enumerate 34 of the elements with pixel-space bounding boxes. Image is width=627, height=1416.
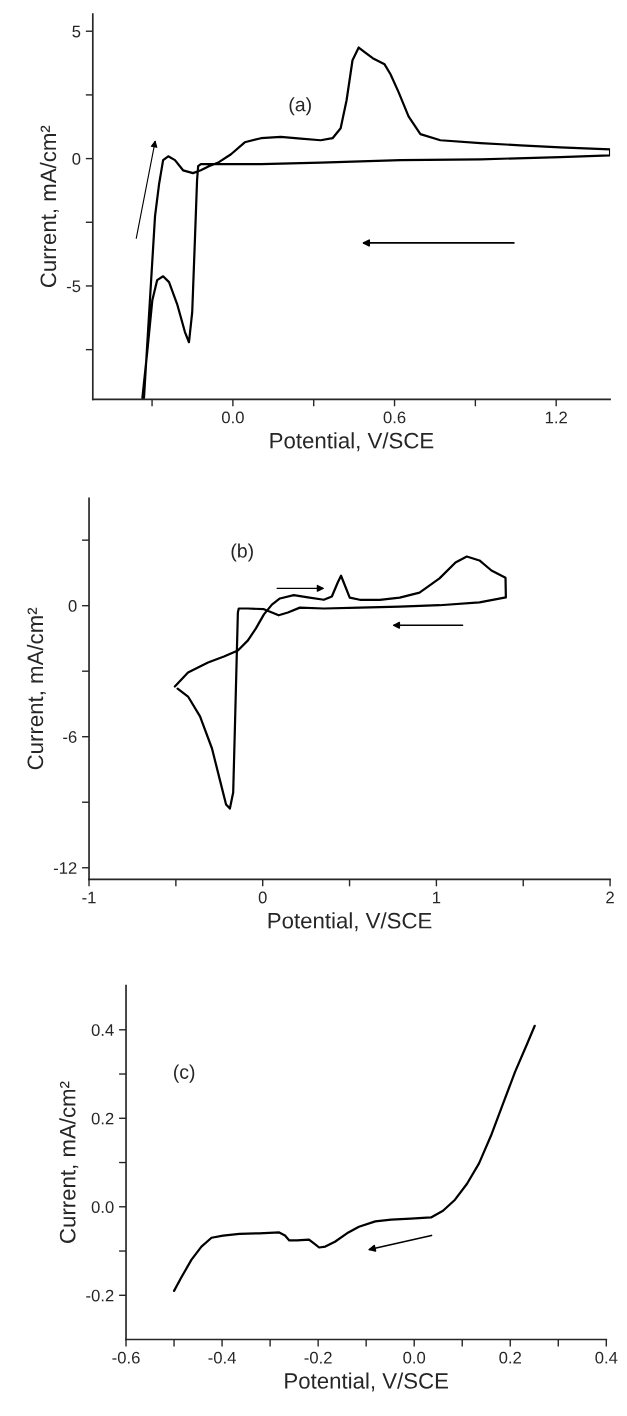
y-tick-label: -12	[53, 862, 77, 874]
annotation: (b)	[231, 543, 253, 562]
x-tick-label: 2	[606, 891, 614, 904]
x-tick-label: 0.0	[403, 1351, 426, 1364]
x-tick-label: 1	[433, 891, 441, 904]
y-tick-label: 0.4	[91, 1024, 114, 1036]
x-axis-title: Potential, V/SCE	[270, 432, 434, 452]
annotation: (a)	[289, 97, 311, 116]
y-tick-label: -0.2	[86, 1289, 114, 1302]
y-tick-label: 0.2	[91, 1112, 114, 1125]
x-tick-label: 0.2	[499, 1351, 521, 1364]
x-tick-label: -1	[82, 891, 96, 904]
x-tick-label: 1.2	[545, 411, 567, 424]
x-tick-label: -0.2	[304, 1351, 332, 1364]
y-tick-label: 0	[72, 152, 81, 165]
y-axis-title: Current, mA/cm²	[59, 1081, 79, 1243]
line-series	[141, 46, 611, 400]
y-tick-label: 0	[68, 600, 77, 612]
y-tick-label: 0.0	[91, 1201, 114, 1213]
x-tick-label: 0.6	[383, 411, 406, 424]
x-tick-label: 0.4	[595, 1351, 618, 1364]
y-tick-label: -5	[66, 280, 81, 293]
x-tick-label: 0.0	[221, 411, 244, 424]
annotation: (c)	[174, 1064, 195, 1083]
x-tick-label: -0.4	[208, 1351, 236, 1364]
y-tick-label: 5	[72, 25, 81, 38]
x-tick-label: 0	[258, 891, 267, 904]
y-axis-title: Current, mA/cm²	[39, 125, 59, 288]
x-axis-title: Potential, V/SCE	[268, 912, 432, 932]
y-tick-label: -6	[63, 731, 77, 743]
line-series	[172, 1024, 536, 1292]
y-axis-title: Current, mA/cm²	[26, 607, 46, 770]
x-axis-title: Potential, V/SCE	[285, 1372, 448, 1392]
x-tick-label: -0.6	[112, 1351, 140, 1364]
